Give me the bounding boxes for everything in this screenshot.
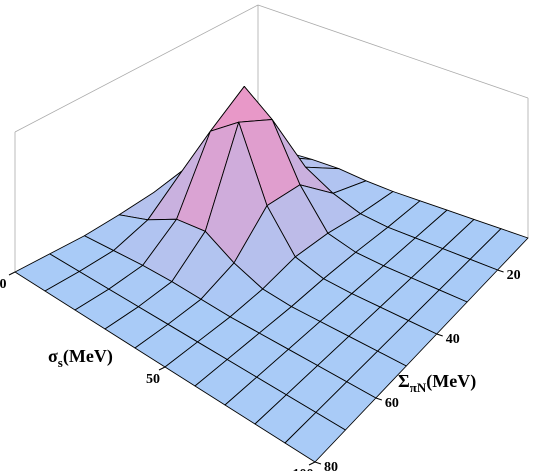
- y-tick-label: 40: [446, 332, 460, 347]
- box-edge: [14, 4, 259, 133]
- box-edge: [257, 4, 529, 99]
- x-tick-label: 100: [293, 467, 314, 471]
- y-tick-label: 20: [507, 268, 521, 283]
- y-axis-label: ΣπN(MeV): [398, 371, 476, 395]
- y-tick-label: 60: [385, 396, 399, 411]
- y-tick: [375, 397, 383, 401]
- x-tick: [8, 271, 16, 276]
- y-tick-label: 80: [324, 460, 338, 471]
- y-label-subscript: πN: [410, 380, 427, 395]
- y-tick: [314, 461, 322, 465]
- x-axis-label: σs(MeV): [48, 346, 113, 370]
- x-tick: [308, 461, 316, 466]
- y-tick: [436, 333, 443, 337]
- x-tick-label: 0: [0, 277, 7, 292]
- x-label-symbol: σ: [48, 346, 58, 366]
- x-label-unit: (MeV): [63, 346, 113, 367]
- surface: [14, 85, 529, 463]
- annotations: 0 50 100 20 40 60 80: [0, 268, 521, 471]
- x-tick: [158, 366, 166, 371]
- y-label-unit: (MeV): [426, 371, 476, 392]
- x-label-subscript: s: [58, 355, 63, 370]
- y-label-symbol: Σ: [398, 371, 410, 391]
- y-tick: [497, 269, 504, 273]
- x-tick-label: 50: [146, 372, 160, 387]
